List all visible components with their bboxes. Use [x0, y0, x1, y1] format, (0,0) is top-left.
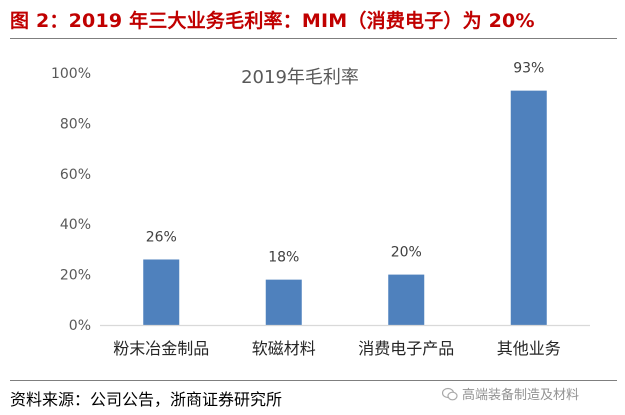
y-tick-label: 60% — [60, 167, 91, 183]
bottom-rule — [10, 380, 617, 381]
category-label: 其他业务 — [497, 339, 561, 358]
x-axis-categories: 粉末冶金制品 软磁材料 消费电子产品 其他业务 — [113, 339, 561, 358]
data-label: 26% — [146, 229, 177, 245]
data-label: 18% — [268, 250, 299, 266]
top-rule — [10, 38, 617, 39]
source-note: 资料来源：公司公告，浙商证券研究所 — [10, 390, 283, 409]
data-label: 20% — [391, 245, 422, 261]
y-tick-label: 80% — [60, 116, 91, 132]
y-tick-label: 0% — [69, 318, 91, 334]
bar — [265, 279, 302, 325]
data-label: 93% — [513, 61, 544, 77]
bar — [388, 274, 425, 325]
watermark: 高端装备制造及材料 — [442, 384, 579, 403]
chart-title: 2019年毛利率 — [241, 67, 359, 88]
category-label: 消费电子产品 — [358, 339, 454, 358]
y-axis: 0% 20% 40% 60% 80% 100% — [51, 66, 91, 334]
figure-title: 图 2：2019 年三大业务毛利率：MIM（消费电子）为 20% — [10, 10, 535, 32]
bar-chart: 2019年毛利率 0% 20% 40% 60% 80% 100% 26% 18% 20% 93%… — [51, 61, 590, 358]
bar — [510, 90, 547, 325]
bar — [143, 259, 180, 325]
bars — [143, 90, 547, 325]
data-labels: 26% 18% 20% 93% — [146, 61, 545, 266]
y-tick-label: 40% — [60, 217, 91, 233]
y-tick-label: 100% — [51, 66, 91, 82]
category-label: 粉末冶金制品 — [113, 339, 209, 358]
watermark-text: 高端装备制造及材料 — [462, 388, 580, 403]
wechat-icon — [442, 387, 458, 401]
category-label: 软磁材料 — [252, 339, 316, 358]
y-tick-label: 20% — [60, 268, 91, 284]
